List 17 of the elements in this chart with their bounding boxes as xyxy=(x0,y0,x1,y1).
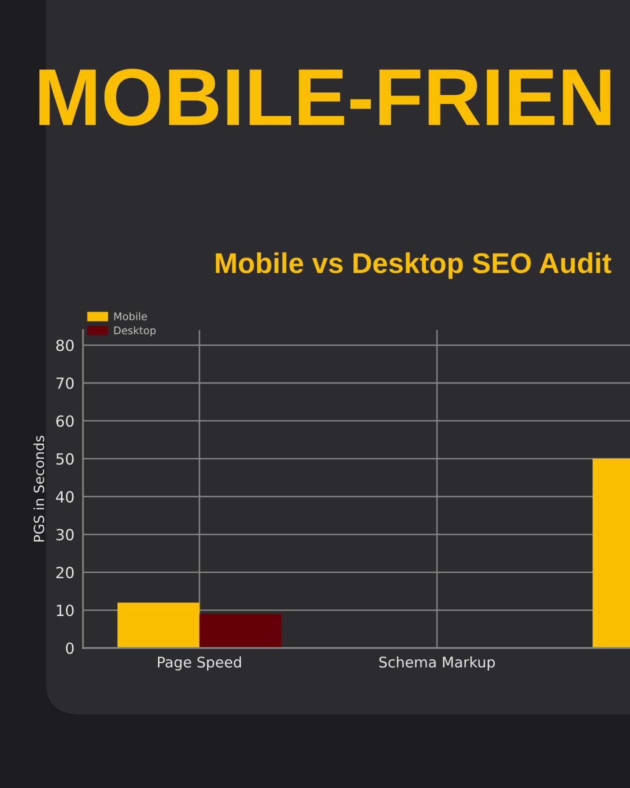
chart-title: MOBILE-FRIEN xyxy=(39,68,610,126)
y-tick-label: 30 xyxy=(56,528,74,540)
y-axis-title: PGS in Seconds xyxy=(33,436,44,542)
y-tick-label: 40 xyxy=(56,491,74,503)
x-tick-label: Page Speed xyxy=(158,656,241,670)
chart-subtitle: Mobile vs Desktop SEO Audit xyxy=(216,252,612,279)
y-tick-label: 10 xyxy=(56,604,74,616)
y-tick-label: 0 xyxy=(66,642,74,654)
legend-label: Desktop xyxy=(114,326,156,336)
y-tick-label: 70 xyxy=(56,377,74,390)
y-tick-label: 50 xyxy=(56,453,74,465)
x-tick-label: Schema Markup xyxy=(379,656,495,670)
legend-label: Mobile xyxy=(114,312,147,320)
bar xyxy=(199,614,282,648)
y-tick-label: 60 xyxy=(56,415,74,427)
y-tick-label: 80 xyxy=(56,340,74,352)
y-tick-label: 20 xyxy=(56,566,74,578)
